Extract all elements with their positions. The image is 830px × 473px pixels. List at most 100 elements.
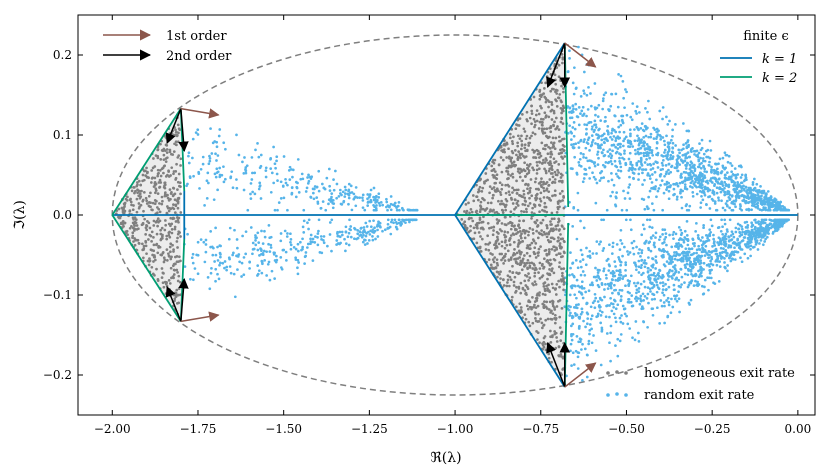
random-point [634, 320, 638, 323]
random-point [616, 105, 620, 109]
random-point [723, 261, 726, 264]
random-point [569, 130, 573, 134]
random-point [749, 191, 753, 195]
homogeneous-point [551, 286, 555, 290]
random-point [252, 247, 256, 251]
homogeneous-point [516, 199, 520, 203]
homogeneous-point [173, 225, 177, 229]
random-point [750, 188, 753, 192]
random-point [290, 186, 294, 189]
homogeneous-point [563, 155, 567, 158]
random-point [744, 174, 747, 178]
random-point [720, 182, 724, 186]
homogeneous-point [501, 158, 505, 162]
random-point [619, 270, 622, 274]
random-point [683, 263, 687, 267]
random-point [656, 277, 660, 280]
homogeneous-point [550, 269, 554, 273]
homogeneous-point [506, 230, 510, 234]
random-point [654, 160, 658, 164]
homogeneous-point [484, 242, 488, 246]
random-point [683, 179, 687, 183]
random-point [644, 125, 648, 129]
homogeneous-point [529, 186, 532, 190]
random-point [755, 221, 759, 224]
random-point [771, 203, 774, 206]
random-point [573, 66, 576, 70]
random-point [760, 218, 764, 222]
random-point [689, 281, 693, 285]
random-point [680, 176, 683, 179]
random-point [618, 316, 622, 320]
homogeneous-point [484, 172, 488, 175]
random-point [275, 254, 278, 258]
random-point [667, 285, 671, 289]
random-point [705, 187, 708, 191]
random-point [686, 285, 690, 289]
random-point [674, 123, 677, 126]
random-point [776, 208, 780, 211]
homogeneous-point [480, 237, 484, 241]
random-point [623, 137, 627, 141]
random-point [669, 262, 673, 265]
random-point [582, 155, 585, 159]
random-point [739, 186, 743, 189]
homogeneous-point [561, 189, 564, 193]
homogeneous-point [547, 145, 550, 149]
random-point [608, 315, 611, 319]
random-point [653, 245, 657, 249]
random-point [291, 175, 294, 179]
homogeneous-point [556, 239, 560, 243]
random-point [627, 169, 631, 172]
homogeneous-point [518, 226, 521, 230]
random-point [594, 349, 598, 353]
random-point [646, 172, 650, 175]
random-point [572, 134, 576, 138]
random-point [651, 286, 654, 290]
random-point [582, 226, 586, 230]
random-point [767, 226, 771, 230]
random-point [343, 185, 347, 189]
random-point [598, 242, 601, 246]
homogeneous-point [547, 248, 551, 251]
homogeneous-point [511, 175, 515, 179]
random-point [689, 268, 693, 272]
random-point [620, 118, 624, 122]
random-point [658, 109, 662, 113]
homogeneous-point [539, 95, 543, 99]
homogeneous-point [516, 170, 520, 173]
random-point [741, 230, 744, 234]
random-point [694, 272, 698, 276]
random-point [626, 250, 629, 253]
random-point [371, 230, 374, 234]
homogeneous-point [553, 332, 557, 336]
homogeneous-point [555, 336, 558, 339]
homogeneous-point [514, 305, 518, 309]
random-point [618, 130, 621, 134]
random-point [249, 226, 253, 229]
random-point [603, 165, 607, 168]
random-point [636, 297, 640, 300]
random-point [694, 229, 698, 233]
random-point [578, 315, 582, 319]
homogeneous-point [555, 305, 559, 308]
homogeneous-point [145, 252, 148, 256]
random-point [699, 156, 702, 160]
random-point [777, 223, 781, 227]
homogeneous-point [124, 197, 128, 201]
random-point [727, 185, 731, 189]
homogeneous-point [137, 194, 141, 198]
random-point [577, 106, 581, 109]
random-point [328, 233, 332, 236]
random-point [736, 191, 740, 195]
random-point [624, 263, 628, 267]
homogeneous-point [513, 198, 517, 202]
random-point [726, 264, 729, 267]
homogeneous-point [137, 202, 141, 205]
homogeneous-point [526, 266, 529, 270]
random-point [658, 235, 662, 239]
random-point [651, 263, 655, 267]
homogeneous-point [503, 143, 507, 147]
random-point [735, 185, 739, 189]
random-point [316, 243, 320, 247]
